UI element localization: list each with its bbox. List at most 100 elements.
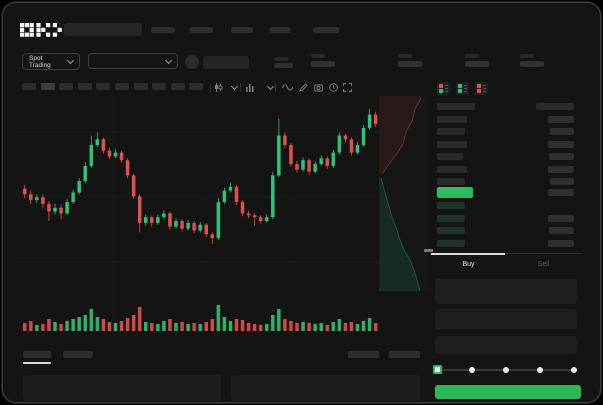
ob-header-right (536, 103, 574, 110)
bottom-action-1[interactable] (389, 351, 420, 358)
ask-row-price[interactable] (437, 140, 467, 148)
bid-row-amount (548, 239, 574, 247)
bottom-action-0[interactable] (348, 351, 379, 358)
okx-logo[interactable] (20, 23, 62, 37)
ask-row-price[interactable] (437, 153, 463, 161)
last-price-badge[interactable] (437, 187, 473, 198)
toolbar-divider (210, 83, 211, 92)
book-bids-icon[interactable] (456, 82, 469, 95)
ticker-stats (3, 47, 600, 77)
timeframe-button-5[interactable] (115, 83, 129, 90)
bid-row-amount (548, 214, 574, 222)
book-combined-bars (439, 84, 443, 93)
book-asks-icon[interactable] (475, 82, 488, 95)
search-input[interactable] (64, 23, 142, 36)
timeframe-button-2[interactable] (59, 83, 74, 90)
nav-item-0[interactable] (151, 27, 175, 33)
timeframe-button-6[interactable] (133, 83, 148, 90)
nav-item-4[interactable] (313, 27, 339, 33)
buy-submit-button[interactable] (435, 385, 581, 399)
orders-panel (23, 375, 221, 401)
bid-row-price[interactable] (437, 239, 465, 247)
pair-dropdown[interactable] (88, 53, 178, 69)
book-combined-lines (444, 84, 448, 93)
slider-stop-4[interactable] (571, 366, 577, 373)
order-book-panel: Buy Sell (431, 77, 581, 402)
ask-row-price[interactable] (437, 116, 467, 123)
order-input-1[interactable] (435, 309, 577, 329)
line-type-icon[interactable] (282, 84, 293, 91)
slider-handle[interactable] (433, 365, 442, 374)
chevron-down-icon[interactable] (266, 82, 275, 91)
bottom-tab-indicator (23, 362, 51, 364)
top-nav (3, 3, 600, 45)
ask-row-amount (548, 116, 574, 123)
nav-item-1[interactable] (190, 27, 213, 33)
ticker-stat-value-2 (465, 61, 489, 67)
order-input-0[interactable] (435, 279, 577, 304)
tab-buy[interactable]: Buy (462, 261, 475, 268)
book-bids-bars (458, 84, 462, 93)
ticker-stat-label-1 (398, 54, 412, 58)
nav-menu (3, 3, 600, 45)
ticker-stat-label-2 (465, 54, 479, 58)
market-type-label: Spot Trading (29, 54, 51, 69)
timeframe-button-4[interactable] (96, 83, 111, 90)
ask-row-price[interactable] (437, 128, 465, 136)
market-type-dropdown[interactable]: Spot Trading (22, 53, 80, 70)
order-input-2[interactable] (435, 336, 577, 354)
history-clock-icon[interactable] (329, 83, 338, 92)
coin-avatar (185, 55, 199, 69)
ticker-stat-value-3 (520, 61, 544, 67)
chevron-down-icon[interactable] (230, 82, 239, 91)
chart-bottom-tabs (3, 347, 428, 367)
ask-row-price[interactable] (437, 178, 465, 185)
bottom-tab-0[interactable] (23, 351, 51, 358)
ask-row-amount (550, 178, 574, 185)
nav-item-2[interactable] (231, 27, 253, 33)
slider-stop-2[interactable] (503, 366, 509, 373)
timeframe-button-1[interactable] (40, 83, 55, 90)
price-label-placeholder (274, 57, 289, 61)
timeframe-button-9[interactable] (189, 83, 204, 90)
ask-row-amount (549, 153, 574, 161)
ob-header-left (437, 103, 475, 110)
trade-tabs: Buy Sell (431, 253, 581, 279)
bid-row-price[interactable] (437, 214, 465, 222)
ticker-stat-label-3 (520, 54, 534, 58)
bid-row-price[interactable] (437, 227, 465, 235)
timeframe-button-7[interactable] (152, 83, 167, 90)
ticker-stat-value-1 (398, 61, 422, 67)
amount-slider[interactable] (433, 365, 577, 374)
chart-toolbar (3, 81, 428, 97)
book-bids-lines (463, 84, 467, 93)
ticker-stat-value-0 (311, 61, 335, 67)
timeframe-button-3[interactable] (77, 83, 92, 90)
ask-row-amount (548, 140, 574, 148)
ask-row-price[interactable] (437, 165, 467, 173)
history-panel (231, 375, 420, 401)
indicators-icon[interactable] (245, 83, 254, 92)
ask-row-amount (550, 128, 574, 136)
book-combined-icon[interactable] (437, 82, 450, 95)
ask-row-amount (548, 165, 574, 173)
timeframe-button-8[interactable] (170, 83, 185, 90)
chart-canvas[interactable] (3, 3, 600, 402)
fullscreen-icon[interactable] (343, 83, 352, 92)
draw-pencil-icon[interactable] (299, 83, 308, 92)
bottom-tab-1[interactable] (63, 351, 93, 358)
candle-style-icon[interactable] (214, 83, 223, 92)
book-asks-lines (482, 84, 486, 93)
slider-stop-1[interactable] (469, 366, 475, 373)
toolbar-divider (240, 83, 241, 92)
ticker-stat-label-0 (311, 54, 325, 58)
last-price-amount (548, 189, 574, 196)
nav-item-3[interactable] (270, 27, 290, 33)
bid-row-price[interactable] (437, 202, 465, 209)
tab-sell[interactable]: Sell (537, 261, 550, 268)
timeframe-button-0[interactable] (22, 83, 36, 90)
slider-stop-3[interactable] (537, 366, 543, 373)
bid-row-amount (549, 227, 574, 235)
camera-icon[interactable] (314, 83, 323, 92)
